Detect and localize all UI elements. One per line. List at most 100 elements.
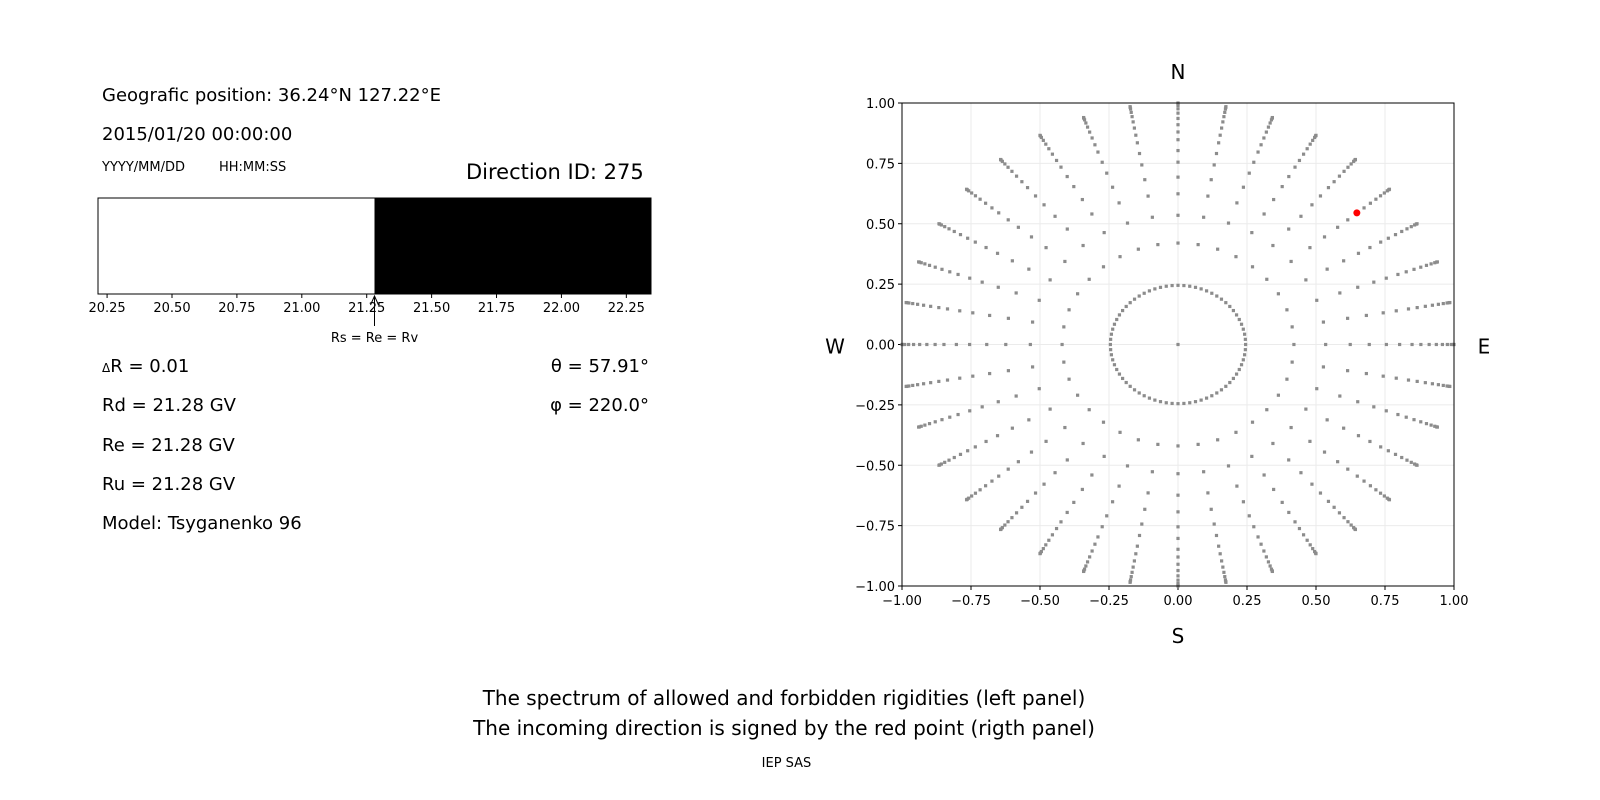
data-point — [925, 342, 929, 347]
data-point — [1346, 316, 1350, 320]
data-point — [1047, 538, 1051, 542]
data-point — [1315, 387, 1319, 391]
data-point — [1382, 191, 1386, 195]
data-point — [1209, 178, 1213, 182]
data-point — [984, 245, 988, 250]
data-point — [1202, 470, 1206, 474]
data-point — [1400, 229, 1404, 234]
data-point — [1445, 301, 1449, 305]
data-point — [1368, 245, 1372, 250]
data-point — [958, 309, 962, 313]
data-point — [990, 479, 994, 483]
data-point — [973, 194, 978, 198]
data-point — [973, 491, 978, 495]
data-point — [1110, 500, 1115, 504]
x-tick-label: 20.75 — [218, 301, 255, 316]
bar-frame — [97, 197, 652, 295]
data-point — [1010, 259, 1014, 263]
data-point — [1054, 158, 1059, 163]
data-point — [939, 462, 943, 466]
data-point — [1132, 126, 1136, 130]
data-point — [1315, 298, 1319, 302]
data-point — [911, 342, 916, 347]
data-point — [1176, 402, 1180, 406]
data-point — [1063, 259, 1067, 264]
x-tick-label: 21.50 — [413, 301, 450, 316]
data-point — [1292, 342, 1296, 347]
data-point — [1250, 420, 1255, 424]
y-tick-label: 0.50 — [866, 218, 895, 233]
data-point — [1100, 525, 1104, 529]
data-point — [1355, 474, 1359, 478]
data-point — [1010, 516, 1014, 520]
data-point — [984, 201, 988, 205]
ru-value: Ru = 21.28 GV — [102, 474, 236, 495]
data-point — [1318, 194, 1323, 198]
data-point — [1130, 115, 1134, 119]
data-point — [1287, 227, 1291, 231]
data-point — [1132, 388, 1137, 392]
data-point — [1299, 214, 1303, 218]
data-point — [1081, 243, 1085, 248]
data-point — [971, 374, 975, 378]
data-point — [1264, 555, 1268, 559]
data-point — [1270, 569, 1274, 574]
data-point — [997, 474, 1001, 478]
data-point — [1134, 133, 1138, 137]
data-point — [1448, 384, 1452, 389]
data-point — [1348, 342, 1352, 347]
data-point — [1176, 213, 1180, 217]
data-point — [1020, 180, 1024, 184]
data-point — [1311, 547, 1315, 551]
data-point — [1304, 407, 1308, 411]
data-point — [923, 423, 927, 427]
data-point — [1176, 175, 1180, 179]
y-tick-label: 0.75 — [866, 157, 895, 172]
caption-line-2: The incoming direction is signed by the … — [473, 716, 1095, 740]
data-point — [1393, 233, 1398, 237]
data-point — [1044, 142, 1048, 146]
data-point — [1217, 544, 1221, 548]
data-point — [1030, 365, 1035, 369]
data-point — [919, 424, 923, 428]
data-point — [1342, 516, 1346, 520]
data-point — [968, 276, 972, 280]
data-point — [1176, 283, 1180, 287]
data-point — [1110, 185, 1115, 189]
data-point — [1128, 384, 1132, 388]
data-point — [1218, 552, 1222, 556]
data-point — [1448, 300, 1452, 305]
data-point — [956, 272, 960, 277]
data-point — [1067, 377, 1071, 381]
data-point — [1223, 110, 1227, 114]
data-point — [1289, 259, 1293, 264]
data-point — [1150, 215, 1154, 219]
data-point — [1128, 105, 1132, 109]
data-point — [1142, 291, 1146, 295]
data-point — [1445, 384, 1449, 388]
data-point — [1006, 165, 1010, 169]
data-point — [1164, 284, 1168, 288]
data-point — [1130, 570, 1134, 574]
data-point — [1137, 391, 1141, 395]
data-point — [1193, 400, 1198, 404]
data-point — [1290, 325, 1294, 329]
data-point — [1188, 401, 1192, 405]
data-point — [1235, 201, 1239, 205]
data-point — [1228, 304, 1232, 309]
data-point — [1338, 394, 1342, 398]
data-point — [1310, 203, 1314, 207]
data-point — [1210, 291, 1214, 295]
data-point — [1010, 169, 1014, 173]
data-point — [1108, 342, 1112, 347]
data-point — [978, 197, 982, 201]
spectrum-segment — [98, 198, 375, 294]
data-point — [1321, 320, 1326, 324]
data-point — [1405, 458, 1409, 462]
data-point — [1087, 277, 1091, 281]
data-point — [1027, 418, 1031, 422]
data-point — [1101, 265, 1106, 269]
data-point — [1014, 511, 1019, 515]
data-point — [1378, 194, 1383, 198]
data-point — [1346, 218, 1350, 222]
